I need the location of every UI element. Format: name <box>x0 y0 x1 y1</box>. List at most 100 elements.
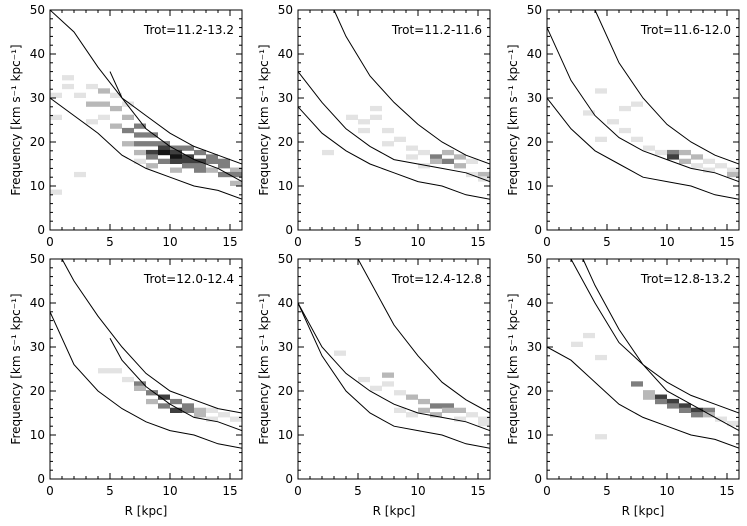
x-tick-label: 5 <box>603 235 611 249</box>
heatmap-cell <box>631 136 643 142</box>
heatmap-cell <box>370 385 382 391</box>
heatmap-cell <box>595 434 607 440</box>
heatmap-cell <box>607 119 619 125</box>
curve-inner <box>547 346 739 449</box>
heatmap-cell <box>158 394 170 400</box>
heatmap-cell <box>346 114 358 120</box>
curve-inner <box>298 106 490 200</box>
x-tick-label: 15 <box>470 484 485 498</box>
heatmap-cell <box>86 83 98 90</box>
heatmap-cell <box>418 407 430 413</box>
curve-middle <box>298 71 490 183</box>
heatmap-cell <box>619 105 631 112</box>
heatmap-cell <box>478 416 490 422</box>
heatmap-cell <box>110 123 122 129</box>
y-tick-label: 10 <box>278 179 293 193</box>
x-tick-label: 5 <box>603 484 611 498</box>
curve-middle <box>109 71 242 183</box>
heatmap-cell <box>194 412 206 418</box>
curve-outer <box>61 259 242 414</box>
resonance-curves <box>298 10 490 200</box>
heatmap-cell <box>691 163 703 169</box>
heatmap-cell <box>595 88 607 94</box>
heatmap-cell <box>442 149 454 156</box>
heatmap-cell <box>158 403 170 409</box>
heatmap-cell <box>679 149 691 156</box>
y-tick-label: 50 <box>30 3 45 17</box>
heatmap-cell <box>703 407 715 413</box>
y-tick-label: 0 <box>37 472 45 486</box>
heatmap-cell <box>595 354 607 361</box>
heatmap-cell <box>98 368 110 374</box>
heatmap-cell <box>110 105 122 112</box>
heatmap-cell <box>667 154 679 160</box>
y-tick-label: 40 <box>278 47 293 61</box>
heatmap-cell <box>170 398 182 405</box>
heatmap-cells <box>583 88 739 178</box>
x-tick-label: 15 <box>719 235 734 249</box>
y-tick-label: 40 <box>527 296 542 310</box>
x-tick-label: 5 <box>354 235 362 249</box>
panel-title: Trot=11.2-11.6 <box>391 23 482 37</box>
heatmap-cell <box>727 420 739 427</box>
panel-6: 0 5 10 15 0 10 20 30 40 50 Frequency [km s⁻¹ kpc⁻¹… <box>506 252 740 518</box>
heatmap-cell <box>382 372 394 378</box>
heatmap-cell <box>454 163 466 169</box>
heatmap-cell <box>406 145 418 151</box>
y-axis-label: Frequency [km s⁻¹ kpc⁻¹] <box>257 44 271 195</box>
x-tick-label: 5 <box>106 235 114 249</box>
heatmap-cell <box>655 149 667 156</box>
plot-frame <box>546 9 740 231</box>
heatmap-cell <box>170 158 182 164</box>
y-axis-label: Frequency [km s⁻¹ kpc⁻¹] <box>9 44 23 195</box>
heatmap-cell <box>170 407 182 413</box>
resonance-curves <box>50 259 242 449</box>
x-tick-label: 0 <box>294 235 302 249</box>
heatmap-cell <box>206 407 218 413</box>
x-tick-label: 15 <box>222 484 237 498</box>
heatmap-cell <box>194 407 206 413</box>
curve-inner <box>547 97 739 200</box>
x-tick-label: 0 <box>543 235 551 249</box>
panel-title: Trot=11.6-12.0 <box>640 23 731 37</box>
x-tick-label: 15 <box>470 235 485 249</box>
heatmap-cells <box>98 368 242 422</box>
heatmap-cell <box>430 158 442 164</box>
y-axis-label: Frequency [km s⁻¹ kpc⁻¹] <box>506 293 520 444</box>
curve-inner <box>50 97 242 200</box>
x-tick-label: 10 <box>162 235 177 249</box>
y-tick-label: 0 <box>37 223 45 237</box>
heatmap-cell <box>158 141 170 147</box>
heatmap-cell <box>679 158 691 164</box>
heatmap-cell <box>643 390 655 396</box>
panel-3: 0 5 10 15 0 10 20 30 40 50 Frequency [km s⁻¹ kpc⁻¹… <box>506 3 740 249</box>
panel-title: Trot=11.2-13.2 <box>143 23 234 37</box>
y-tick-label: 0 <box>285 472 293 486</box>
x-tick-label: 15 <box>222 235 237 249</box>
heatmap-cell <box>454 154 466 160</box>
heatmap-cell <box>406 412 418 418</box>
heatmap-cell <box>442 158 454 164</box>
heatmap-cell <box>430 154 442 160</box>
panel-2: 0 5 10 15 0 10 20 30 40 50 Frequency [km s⁻¹ kpc⁻¹… <box>257 3 491 249</box>
heatmap-cell <box>218 163 230 169</box>
heatmap-cell <box>358 119 370 125</box>
heatmap-cell <box>230 180 242 186</box>
y-tick-label: 30 <box>30 91 45 105</box>
heatmap-cell <box>370 114 382 120</box>
resonance-curves <box>50 10 242 200</box>
y-tick-label: 40 <box>278 296 293 310</box>
heatmap-cell <box>703 158 715 164</box>
heatmap-cell <box>50 114 62 120</box>
heatmap-cell <box>679 403 691 409</box>
curve-outer <box>357 259 490 414</box>
heatmap-cell <box>146 163 158 169</box>
heatmap-cell <box>478 171 490 178</box>
y-tick-label: 0 <box>285 223 293 237</box>
heatmap-cell <box>182 145 194 151</box>
heatmap-cell <box>727 171 739 178</box>
heatmap-cell <box>703 412 715 418</box>
heatmap-cell <box>382 127 394 134</box>
y-tick-label: 20 <box>30 135 45 149</box>
